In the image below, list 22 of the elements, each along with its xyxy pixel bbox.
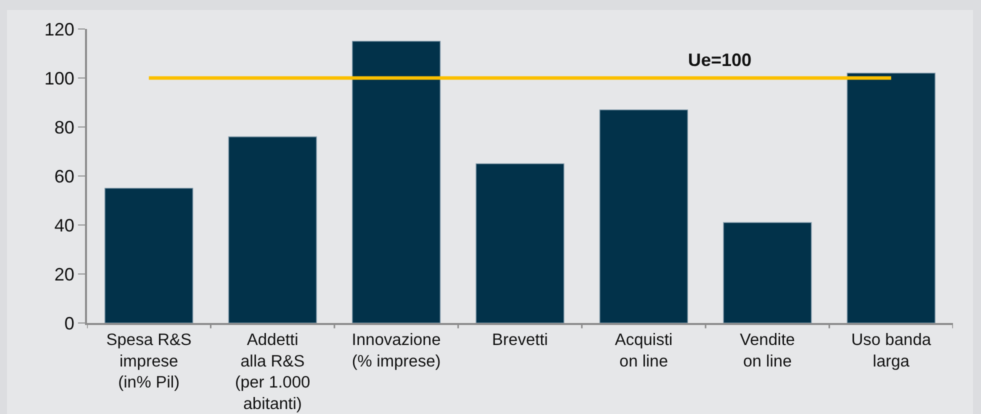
y-tick-label: 20 [54, 264, 74, 284]
y-tick-label: 40 [54, 215, 74, 236]
x-tick-label: Brevetti [492, 330, 548, 349]
bar [723, 222, 812, 323]
bar [599, 109, 688, 323]
bar [352, 40, 441, 323]
x-tick-label: Vendite on line [740, 330, 795, 370]
y-tick-label: 0 [64, 313, 74, 334]
y-tick-label: 120 [44, 19, 74, 40]
bar [476, 163, 564, 323]
bar [104, 188, 194, 323]
x-tick-label: Innovazione (% imprese) [352, 330, 441, 370]
bar [846, 72, 936, 323]
y-tick-label: 60 [54, 166, 74, 186]
y-tick-label: 100 [44, 68, 74, 88]
x-tick-label: Uso banda larga [851, 330, 932, 370]
x-tick-label: Spesa R&S imprese (in% Pil) [106, 330, 192, 392]
x-tick-label: Acquisti on line [614, 330, 673, 370]
ref-line-label: Ue=100 [688, 50, 752, 70]
x-tick-label: Addetti alla R&S (per 1.000 abitanti) [234, 330, 310, 414]
y-tick-label: 80 [54, 117, 74, 138]
bar [228, 136, 317, 323]
